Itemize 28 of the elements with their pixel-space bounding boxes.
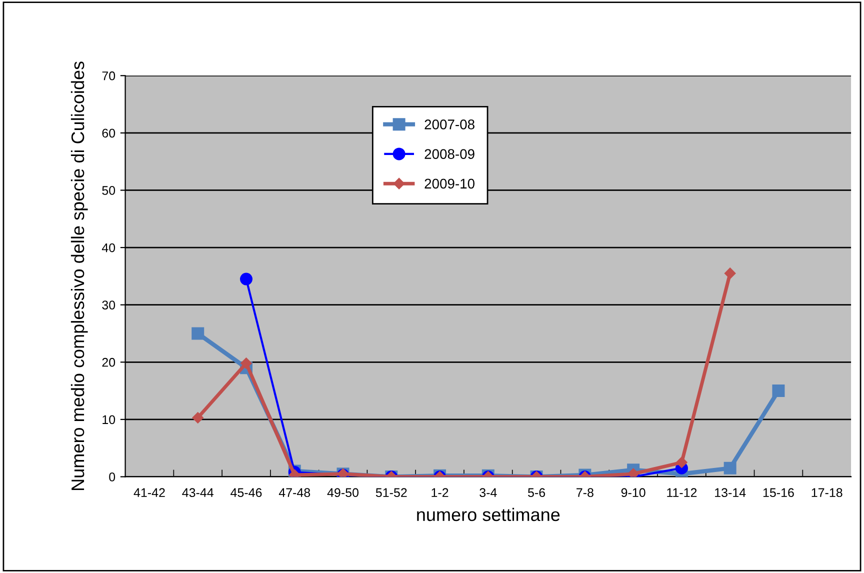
- x-tick-label: 17-18: [812, 488, 842, 498]
- x-tick-label: 15-16: [763, 488, 794, 498]
- y-tick-label: 20: [102, 358, 116, 367]
- x-tick-label: 13-14: [715, 488, 746, 498]
- y-tick-label: 10: [102, 415, 116, 424]
- x-tick-label: 49-50: [327, 488, 359, 498]
- y-tick-label: 50: [102, 186, 116, 195]
- y-axis-title: Numero medio complessivo delle specie di Culicoides: [70, 62, 88, 490]
- y-tick-label: 70: [102, 71, 116, 80]
- y-tick-label: 40: [102, 243, 116, 252]
- legend-label: 2009-10: [424, 178, 474, 189]
- legend-label: 2007-08: [424, 120, 474, 130]
- x-tick-label: 45-46: [230, 488, 262, 498]
- y-tick-label: 60: [102, 128, 116, 138]
- x-tick-label: 43-44: [182, 488, 214, 498]
- x-tick-label: 1-2: [432, 488, 448, 497]
- x-tick-label: 41-42: [134, 488, 165, 497]
- x-tick-label: 9-10: [621, 488, 646, 498]
- x-tick-label: 47-48: [278, 488, 310, 498]
- x-tick-label: 11-12: [667, 488, 697, 497]
- x-tick-label: 5-6: [528, 488, 546, 498]
- y-tick-label: 0: [109, 472, 116, 482]
- legend-label: 2008-09: [424, 149, 474, 159]
- x-tick-label: 7-8: [576, 488, 594, 498]
- y-tick-label: 30: [102, 300, 116, 310]
- x-tick-label: 3-4: [480, 488, 497, 498]
- x-axis-title: numero settimane: [417, 508, 560, 522]
- x-tick-label: 51-52: [376, 488, 407, 498]
